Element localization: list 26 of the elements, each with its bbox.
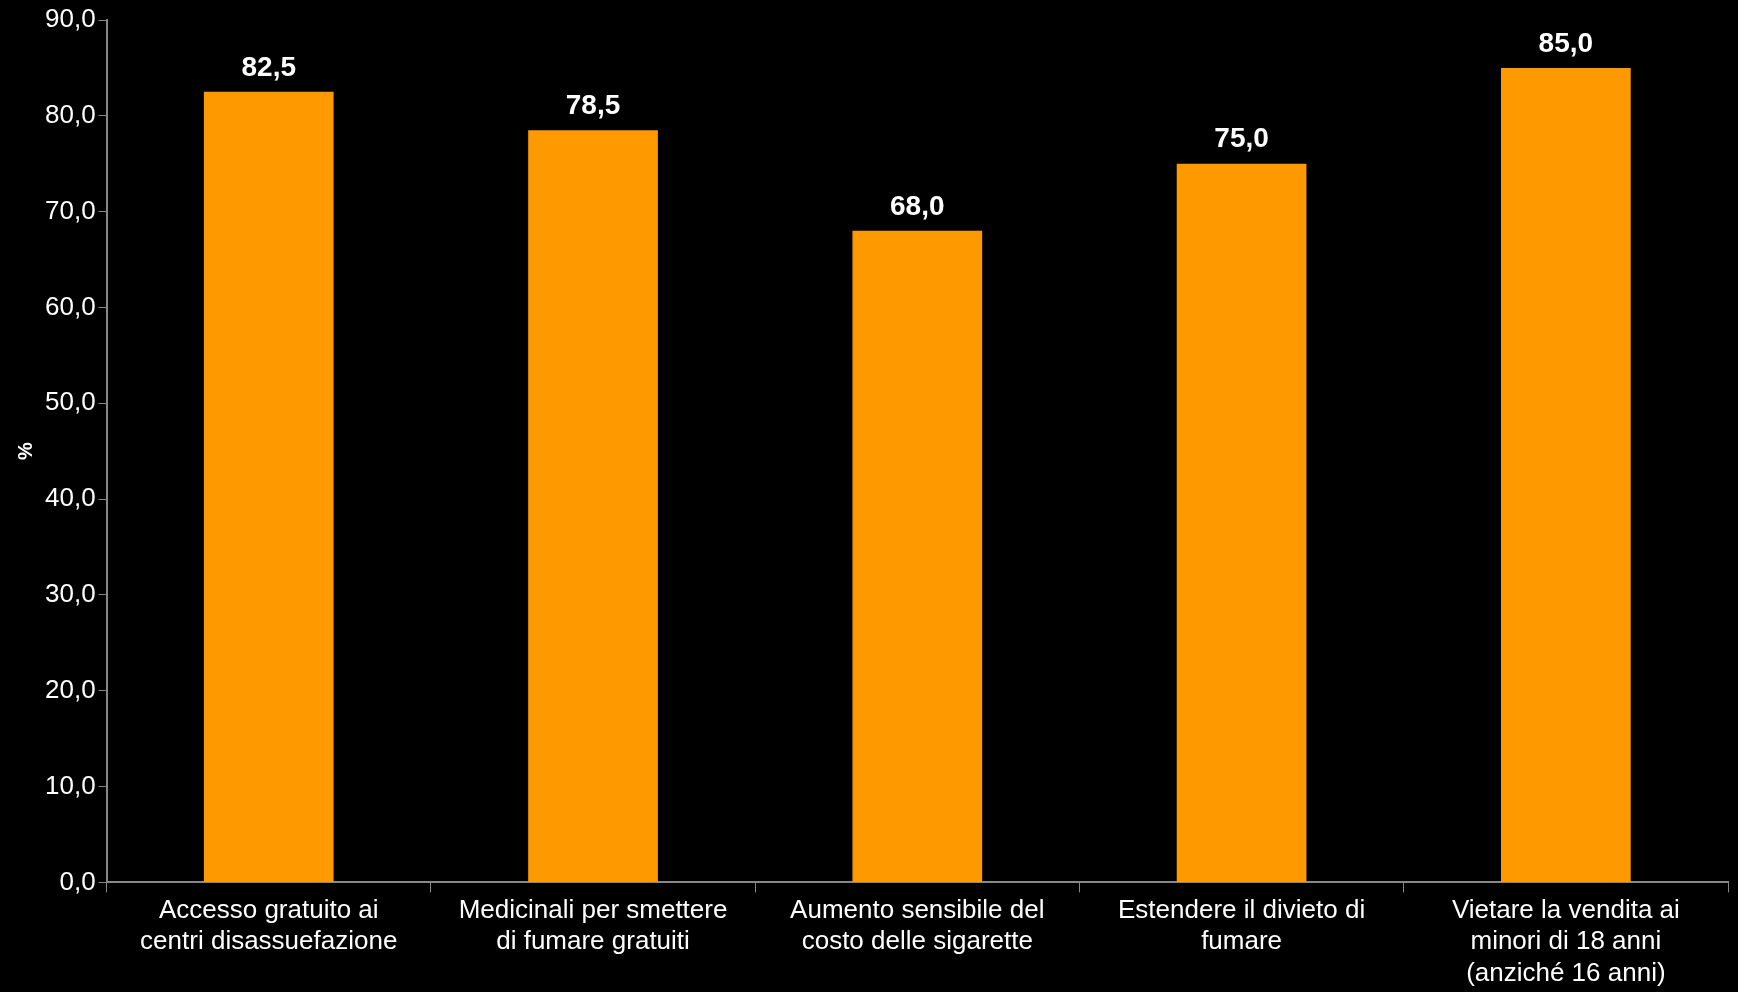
y-tick-label: 90,0 [44, 3, 96, 34]
bar [1176, 163, 1307, 882]
y-tick-label: 50,0 [44, 386, 96, 417]
x-tick-label: Accesso gratuito ai centri disassuefazione [140, 894, 398, 956]
bar [203, 91, 334, 882]
y-tick-label: 70,0 [44, 194, 96, 225]
bar [1501, 67, 1631, 882]
x-tick-label: Estendere il divieto di fumare [1118, 894, 1366, 956]
y-tick-label: 60,0 [44, 290, 96, 321]
bar [852, 230, 983, 882]
y-tick-label: 30,0 [44, 578, 96, 609]
y-axis-title: % [13, 442, 36, 461]
x-tick-label: Vietare la vendita ai minori di 18 anni (anziché 16 anni) [1451, 894, 1680, 987]
y-tick-label: 20,0 [44, 673, 96, 704]
data-label: 85,0 [1538, 26, 1594, 58]
data-label: 75,0 [1214, 122, 1269, 154]
bar [528, 130, 658, 882]
x-tick-label: Medicinali per smettere di fumare gratuiti [458, 894, 728, 956]
data-label: 82,5 [241, 50, 296, 82]
y-tick-label: 0,0 [59, 865, 96, 896]
y-tick-label: 10,0 [44, 769, 96, 800]
x-tick-label: Aumento sensibile del costo delle sigarette [790, 894, 1045, 956]
y-tick-label: 40,0 [44, 482, 96, 513]
data-label: 78,5 [565, 88, 621, 120]
data-label: 68,0 [890, 189, 945, 221]
y-tick-label: 80,0 [44, 98, 96, 129]
